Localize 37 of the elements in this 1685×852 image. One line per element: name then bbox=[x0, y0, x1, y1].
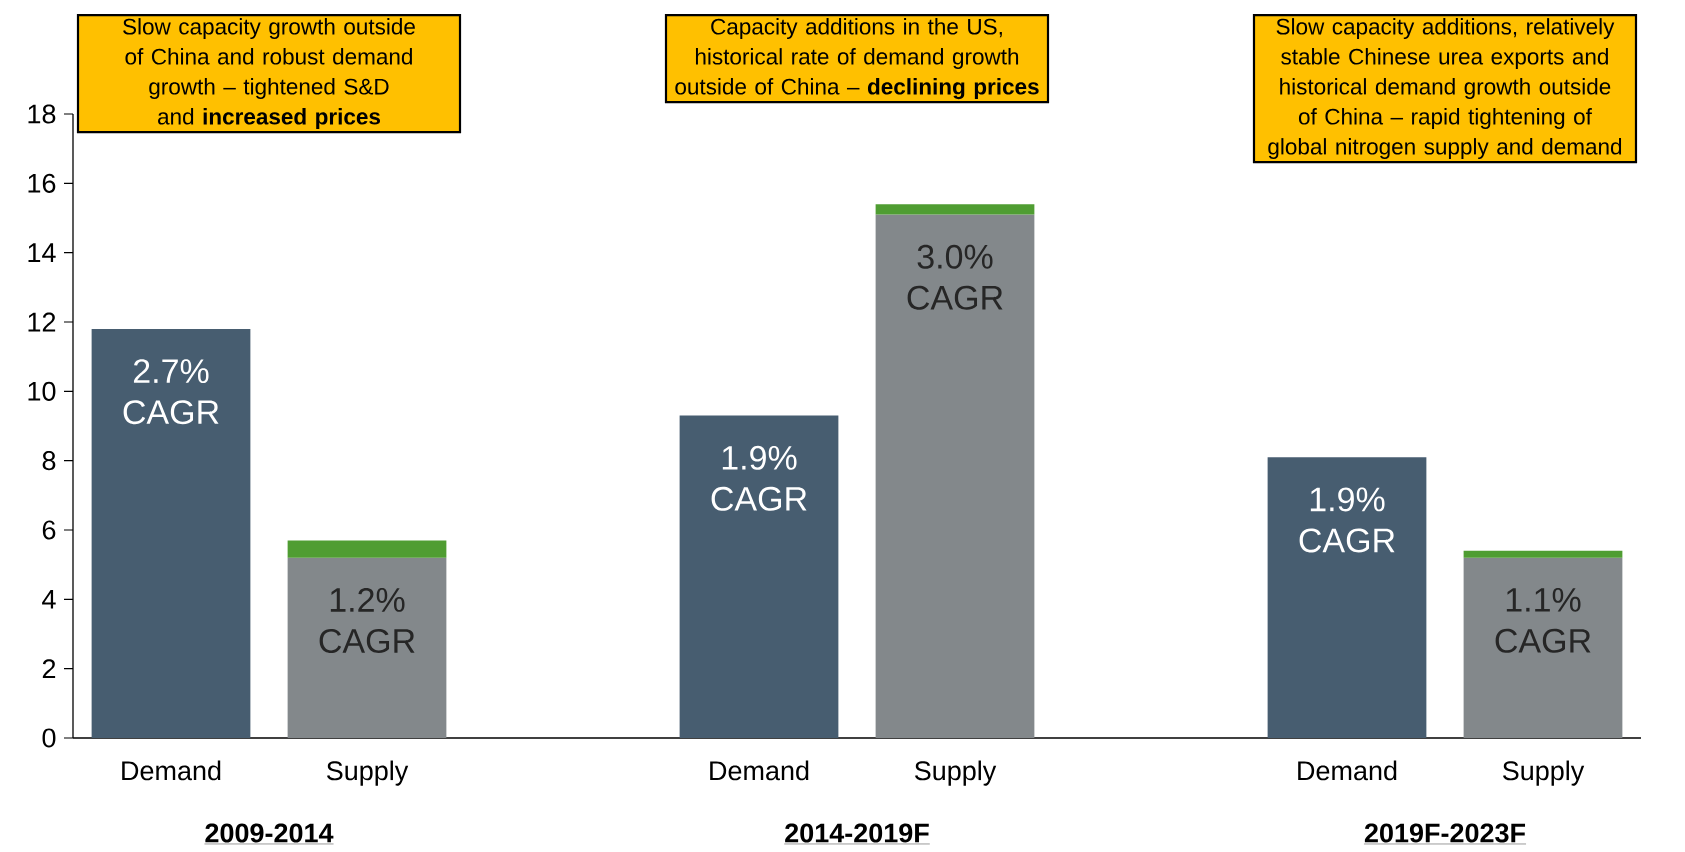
annotation: 2.7% CAGR bbox=[123, 359, 219, 425]
annotation: 3.0% CAGR bbox=[907, 244, 1003, 310]
x-tick-label: Supply bbox=[326, 760, 409, 786]
bar bbox=[875, 204, 1035, 215]
bar bbox=[1267, 457, 1427, 738]
annotation: 1.1% CAGR bbox=[1495, 587, 1591, 653]
annotation: 1.9% CAGR bbox=[1299, 487, 1395, 553]
text: 2019F-2023F bbox=[1364, 823, 1526, 843]
bar bbox=[287, 557, 447, 738]
y-tick-label: 8 bbox=[42, 451, 56, 471]
y-tick-label: 16 bbox=[28, 173, 56, 193]
bar bbox=[287, 540, 447, 558]
annotation: 1.2% CAGR bbox=[319, 587, 415, 653]
text: Capacity additions in the US, historical rate of demand growth outside of China – declining prices bbox=[675, 18, 1039, 100]
y-tick-label: 2 bbox=[42, 659, 56, 679]
y-tick-label: 10 bbox=[28, 381, 56, 401]
annotation: Slow capacity additions, relatively stable Chinese urea exports and historical demand growth outside of China – rapid tightening of global nitrogen supply and demand bbox=[1268, 18, 1622, 160]
x-tick-label: Demand bbox=[710, 760, 809, 781]
y-tick-label: 6 bbox=[42, 520, 56, 540]
x-tick-label: Supply bbox=[914, 760, 997, 786]
y-tick-label: 12 bbox=[28, 312, 56, 332]
x-tick-label: Demand bbox=[122, 760, 221, 781]
y-tick-label: 18 bbox=[28, 104, 56, 124]
bar bbox=[679, 415, 839, 738]
bar bbox=[875, 214, 1035, 738]
y-tick-label: 4 bbox=[42, 590, 56, 609]
annotation: 1.9% CAGR bbox=[711, 445, 807, 511]
x-tick-label: Supply bbox=[1502, 760, 1585, 786]
x-tick-label: Demand bbox=[1298, 760, 1397, 781]
bar bbox=[91, 328, 251, 738]
bar bbox=[1463, 550, 1623, 558]
y-tick-label: 14 bbox=[28, 243, 56, 262]
y-tick-label: 0 bbox=[42, 728, 56, 748]
text: 2014-2019F bbox=[785, 823, 929, 843]
bar bbox=[1463, 557, 1623, 738]
annotation: Slow capacity growth outside of China and robust demand growth – tightened S&D and increased prices bbox=[123, 18, 415, 130]
text: 2009-2014 bbox=[205, 823, 334, 843]
